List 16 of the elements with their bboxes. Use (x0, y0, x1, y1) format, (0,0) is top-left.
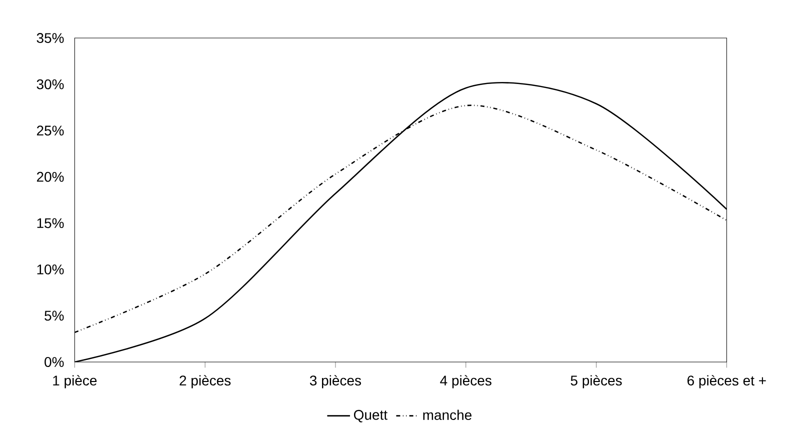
x-tick-label: 5 pièces (570, 375, 622, 388)
y-tick-label: 5% (44, 310, 64, 321)
y-tick-label: 35% (36, 33, 64, 43)
x-tick-label: 4 pièces (440, 375, 492, 388)
y-tick-label: 0% (44, 357, 64, 367)
x-tick-label: 3 pièces (310, 375, 362, 388)
y-tick-label: 15% (37, 218, 64, 228)
x-tick-label: 6 pièces et + (687, 375, 766, 388)
y-tick-label: 10% (37, 264, 64, 274)
y-tick-label: 20% (36, 172, 64, 182)
y-tick-label: 30% (36, 79, 64, 90)
x-tick-label: 1 pièce (53, 375, 97, 388)
legend-label: Quett (354, 410, 388, 422)
x-tick-label: 2 pièces (180, 375, 231, 388)
legend-label: manche (423, 410, 472, 420)
y-tick-label: 25% (36, 126, 64, 136)
